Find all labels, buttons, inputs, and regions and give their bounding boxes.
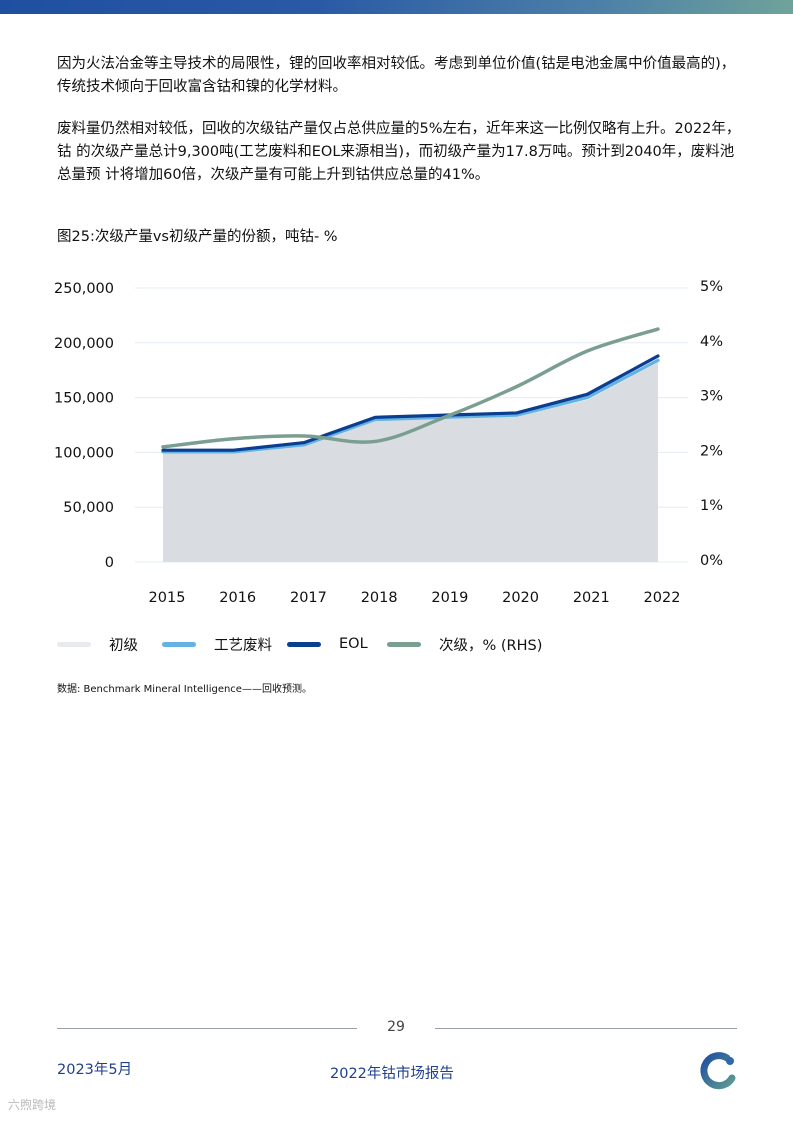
right-axis-tick-label: 1% (700, 498, 723, 514)
legend-label-secondary: 次级，% (RHS) (439, 637, 543, 654)
legend-item-eol: EOL (287, 632, 368, 656)
left-axis-tick-label: 50,000 (63, 500, 114, 516)
series-area-primary (163, 362, 658, 562)
footer-rule-left (57, 1028, 357, 1029)
left-axis-tick-label: 250,000 (54, 281, 114, 297)
footer-rule-right (435, 1028, 737, 1029)
chart-x-axis: 2015 2016 2017 2018 2019 2020 2021 2022 (149, 590, 681, 606)
paragraph-2: 废料量仍然相对较低，回收的次级钴产量仅占总供应量的5%左右，近年来这一比例仅略有… (57, 121, 741, 183)
x-axis-tick-label: 2022 (644, 590, 681, 606)
chart-title: 图25:次级产量vs初级产量的份额，吨钴- % (57, 229, 338, 245)
page-number: 29 (387, 1019, 405, 1035)
series-line-process-scrap (161, 358, 660, 454)
right-axis-tick-label: 3% (700, 389, 723, 405)
left-axis-tick-label: 200,000 (54, 336, 114, 352)
footer-date: 2023年5月 (57, 1062, 133, 1078)
chart-legend: 初级 工艺废料 EOL 次级，% (RHS) (57, 632, 757, 656)
right-axis-tick-label: 5% (700, 279, 723, 295)
left-axis-tick-label: 100,000 (54, 445, 114, 461)
legend-item-process-scrap: 工艺废料 (162, 632, 272, 656)
company-logo-icon (700, 1052, 736, 1090)
chart-area-layer (163, 362, 658, 562)
left-axis-tick-label: 150,000 (54, 391, 114, 407)
watermark: 六煦跨境 (8, 1098, 57, 1112)
series-line-eol (161, 354, 660, 452)
chart-line-layer (161, 327, 660, 454)
x-axis-tick-label: 2019 (431, 590, 468, 606)
x-axis-tick-label: 2021 (573, 590, 610, 606)
legend-item-secondary: 次级，% (RHS) (387, 632, 542, 656)
x-axis-tick-label: 2017 (290, 590, 327, 606)
x-axis-tick-label: 2020 (502, 590, 539, 606)
legend-label-process-scrap: 工艺废料 (214, 637, 272, 654)
x-axis-tick-label: 2016 (219, 590, 256, 606)
footer-report-title: 2022年钴市场报告 (330, 1066, 454, 1082)
right-axis-tick-label: 2% (700, 443, 723, 459)
legend-swatch-secondary (387, 641, 421, 647)
series-line-secondary (161, 327, 660, 449)
right-axis-tick-label: 0% (700, 553, 723, 569)
legend-swatch-eol (287, 641, 321, 647)
x-axis-tick-label: 2015 (149, 590, 186, 606)
chart-source-note: 数据: Benchmark Mineral Intelligence——回收预测… (57, 684, 312, 695)
paragraph-1: 因为火法冶金等主导技术的局限性，锂的回收率相对较低。考虑到单位价值(钴是电池金属… (57, 56, 736, 95)
chart-left-axis: 0 50,000 100,000 150,000 200,000 250,000 (54, 281, 114, 571)
chart-right-axis: 0% 1% 2% 3% 4% 5% (700, 279, 723, 569)
x-axis-tick-label: 2018 (361, 590, 398, 606)
legend-swatch-process-scrap (162, 641, 196, 647)
legend-item-primary: 初级 (57, 632, 138, 656)
legend-label-primary: 初级 (109, 637, 138, 654)
chart: 0 50,000 100,000 150,000 200,000 250,000 0% 1%… (54, 279, 723, 606)
legend-swatch-primary (57, 641, 91, 647)
top-color-band (0, 0, 793, 14)
left-axis-tick-label: 0 (105, 555, 114, 571)
right-axis-tick-label: 4% (700, 334, 723, 350)
legend-label-eol: EOL (339, 636, 368, 652)
